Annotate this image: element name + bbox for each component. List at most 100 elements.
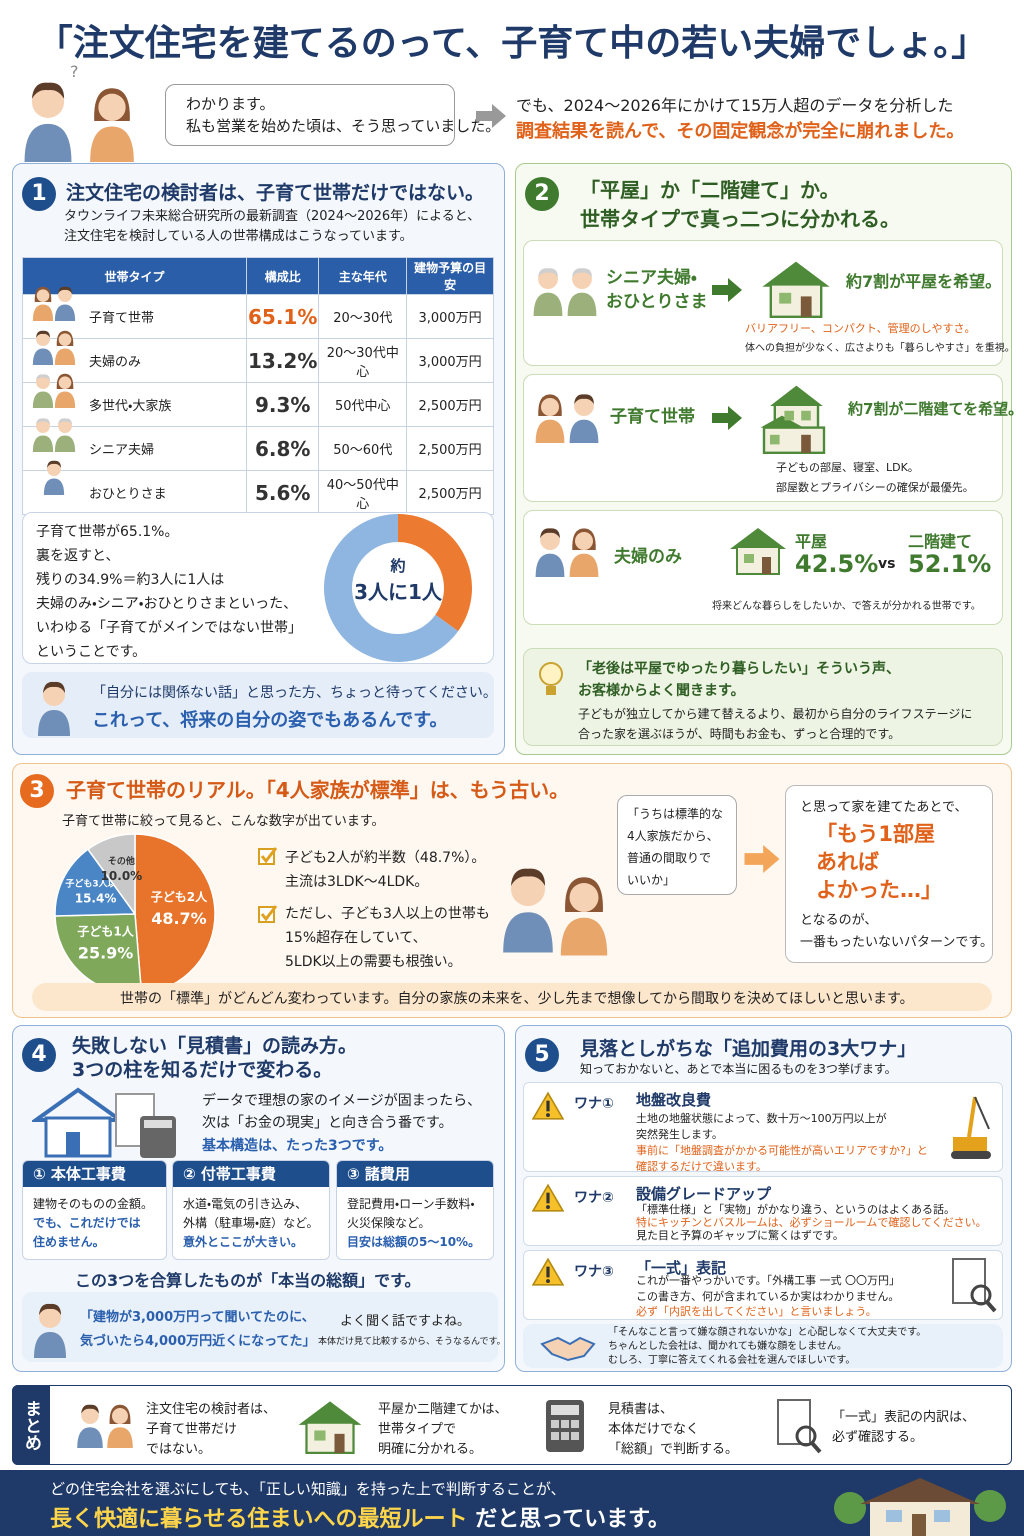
pillar-title: ② 付帯工事費 xyxy=(173,1161,329,1187)
donut-segment xyxy=(398,514,472,632)
icon-part xyxy=(744,845,780,873)
table-cell: 50～60代 xyxy=(318,426,408,471)
text-line: 「老後は平屋でゆったり暮らしたい」そういう声、 xyxy=(578,661,900,677)
trap-emphasis: 事前に「地盤調査がかかる可能性が高いエリアですか?」と 確認するだけで違います。 xyxy=(636,1143,928,1175)
note-emphasis: これって、将来の自分の姿でもあるんです。 xyxy=(92,710,448,731)
section-number: 2 xyxy=(525,177,559,211)
text-line: あれば xyxy=(816,850,879,874)
text-line: 子ども2人が約半数（48.7%）。 xyxy=(285,850,486,866)
icon-part xyxy=(759,384,826,454)
element xyxy=(66,1132,80,1156)
icon-part xyxy=(535,528,565,577)
house-icon xyxy=(297,1400,363,1454)
text-line: 合った家を選ぶほうが、時間もお金も、ずっと合理的です。 xyxy=(578,727,901,741)
trap-emphasis: 必ず「内訳を出してください」と言いましょう。 xyxy=(636,1304,877,1320)
card-result: 約7割が平屋を希望。 xyxy=(846,272,1002,291)
tip-box xyxy=(523,648,1003,746)
house-icon xyxy=(759,384,826,454)
card-who: シニア夫婦・ おひとりさま xyxy=(606,266,708,314)
text-line: ちゃんとした会社は、聞かれても嫌な顔をしません。 xyxy=(608,1341,847,1352)
element xyxy=(952,1258,986,1304)
text-line: 「建物が3,000万円って聞いてたのに、 xyxy=(80,1310,315,1325)
element xyxy=(953,1137,987,1153)
text-line: 特にキッチンとバスルームは、必ずショールームで確認してください。 xyxy=(636,1216,987,1229)
arrow xyxy=(744,845,780,873)
table-head: 世帯タイプ 構成比 主な年代 建物予算の目安 xyxy=(22,257,494,295)
text-line: 子育て世帯が65.1%。 xyxy=(36,524,179,540)
icon-part xyxy=(476,104,506,128)
element xyxy=(551,1405,579,1415)
section-number: 1 xyxy=(22,177,56,211)
text-line: よかった…」 xyxy=(816,878,942,902)
pillar: ① 本体工事費 建物そのものの金額。 でも、これだけでは 住めません。 xyxy=(22,1160,167,1260)
thought-mark: ? xyxy=(70,62,79,81)
person xyxy=(43,460,65,495)
text-line: 注文住宅を検討している人の世帯構成はこうなっています。 xyxy=(64,229,413,244)
element xyxy=(571,1420,579,1428)
trap-tag: ワナ① xyxy=(574,1096,614,1112)
person xyxy=(54,417,76,452)
card-detail: バリアフリー、コンパクト、管理のしやすさ。 xyxy=(745,322,976,335)
text-line: 必ず「内訳を出してください」と言いましょう。 xyxy=(636,1305,877,1318)
element xyxy=(985,1300,997,1313)
couple-illustration xyxy=(24,82,134,162)
text-line: 「そんなこと言って嫌な顔されないかな」と心配しなくて大丈夫です。 xyxy=(608,1327,927,1338)
element xyxy=(951,1151,991,1159)
slice-value: 15.4% xyxy=(75,892,117,906)
pillar-body: 登記費用・ローン手数料・ 火災保険など。 目安は総額の5～10%。 xyxy=(337,1187,493,1252)
footer-highlight: 長く快適に暮らせる住まいへの最短ルート xyxy=(50,1507,468,1532)
text-line: 外構（駐車場・庭）など。 xyxy=(183,1216,319,1230)
table-cell: 3,000万円 xyxy=(406,338,494,383)
summary-item: 「一式」表記の内訳は、 必ず確認する。 xyxy=(832,1408,975,1448)
icon-part xyxy=(532,1258,564,1286)
card-result: 約7割が二階建てを希望。 xyxy=(848,400,1024,418)
pillar-text: 水道・電気の引き込み、 外構（駐車場・庭）など。 xyxy=(183,1195,329,1233)
warning-icon xyxy=(532,1258,564,1286)
text-line: シニア夫婦・ xyxy=(606,268,697,288)
table-row: 子育て世帯 65.1% 20～30代 3,000万円 xyxy=(22,294,494,339)
household-icon xyxy=(43,460,65,495)
section-heading: 見落としがちな「追加費用の3大ワナ」 xyxy=(580,1038,917,1060)
trap-title: 「一式」表記 xyxy=(636,1259,727,1277)
icon-part xyxy=(503,868,553,953)
option-value: 42.5% xyxy=(795,550,879,578)
household-icon xyxy=(32,286,76,321)
pillar-emphasis: でも、これだけでは 住めません。 xyxy=(33,1214,166,1252)
card xyxy=(523,240,1003,366)
text-line: ではない。 xyxy=(146,1442,212,1457)
element xyxy=(970,1284,992,1306)
couple-illustration xyxy=(503,868,608,956)
table-header: 構成比 xyxy=(245,257,320,295)
family-illustration xyxy=(535,394,599,443)
icon-part xyxy=(532,1092,564,1120)
element xyxy=(795,1425,817,1447)
check-icon xyxy=(258,904,278,924)
card-detail: 子どもの部屋、寝室、LDK。 部屋数とプライバシーの確保が最優先。 xyxy=(776,458,974,498)
house-calculator-icon xyxy=(32,1087,176,1158)
house-icon xyxy=(761,260,831,318)
donut-segment xyxy=(324,514,459,662)
section-footer: 世帯の「標準」がどんどん変わっています。自分の家族の未来を、少し先まで想像してか… xyxy=(120,991,914,1007)
donut-center: 約 xyxy=(390,557,406,575)
trap-tag: ワナ③ xyxy=(574,1264,614,1280)
slice-label: その他 xyxy=(108,855,135,867)
text-line: 意外とここが大きい。 xyxy=(183,1235,304,1249)
text-line: 「総額」で判断する。 xyxy=(608,1442,739,1457)
trap-body: 土地の地盤状態によって、数十万～100万円以上が 突然発生します。 xyxy=(636,1111,887,1143)
text-line: 事前に「地盤調査がかかる可能性が高いエリアですか?」と xyxy=(636,1144,928,1157)
icon-part xyxy=(258,904,278,924)
element xyxy=(934,1510,950,1522)
summary-item: 見積書は、 本体だけでなく 「総額」で判断する。 xyxy=(608,1400,738,1460)
text-line: 主流は3LDK～4LDK。 xyxy=(285,874,429,890)
text-line: 本体だけでなく xyxy=(608,1422,700,1437)
footer-strip xyxy=(32,983,992,1011)
text-line: 平屋か二階建てかは、 xyxy=(378,1402,508,1417)
trap-tag: ワナ② xyxy=(574,1190,614,1206)
text-line: 「標準仕様」と「実物」がかなり違う、というのはよくある話。 xyxy=(636,1203,955,1216)
trap-title: 設備グレードアップ xyxy=(636,1185,772,1203)
calculator-icon xyxy=(546,1400,584,1452)
quote-box xyxy=(22,1292,498,1362)
trap-emphasis: 特にキッチンとバスルームは、必ずショールームで確認してください。 xyxy=(636,1215,987,1231)
